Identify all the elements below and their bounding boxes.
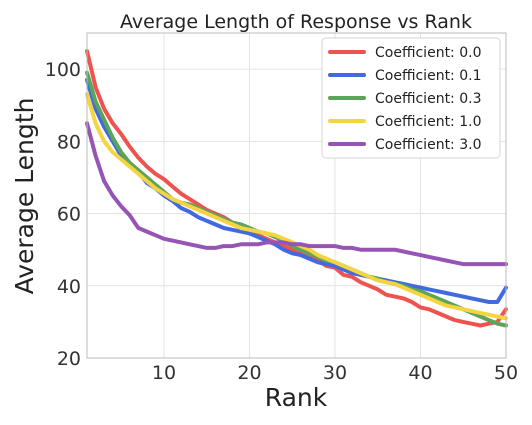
y-tick-label: 60 — [57, 204, 81, 226]
legend-label: Coefficient: 1.0 — [375, 114, 481, 130]
x-tick-label: 50 — [494, 362, 518, 384]
legend-label: Coefficient: 3.0 — [375, 137, 481, 153]
series-line-0 — [85, 49, 508, 328]
y-axis-label: Average Length — [10, 98, 39, 295]
x-tick-label: 40 — [408, 362, 432, 384]
y-tick-label: 40 — [57, 276, 81, 298]
legend-box — [321, 37, 501, 159]
tick-labels: 10 20 30 40 50 20 40 60 80 100 — [45, 59, 518, 384]
legend-label: Coefficient: 0.1 — [375, 68, 481, 84]
chart-title: Average Length of Response vs Rank — [120, 11, 472, 33]
plot-frame — [86, 32, 507, 359]
y-tick-label: 100 — [45, 59, 81, 81]
series-line-4 — [85, 121, 508, 267]
y-tick-label: 80 — [57, 131, 81, 153]
x-tick-label: 30 — [323, 362, 347, 384]
series-line-2 — [85, 70, 508, 328]
x-tick-label: 20 — [237, 362, 261, 384]
series-lines — [85, 49, 508, 328]
x-axis-label: Rank — [265, 383, 328, 412]
legend: Coefficient: 0.0 Coefficient: 0.1 Coeffici… — [321, 37, 501, 159]
legend-label: Coefficient: 0.3 — [375, 91, 481, 107]
x-tick-label: 10 — [152, 362, 176, 384]
y-tick-label: 20 — [57, 348, 81, 370]
legend-label: Coefficient: 0.0 — [375, 45, 481, 61]
